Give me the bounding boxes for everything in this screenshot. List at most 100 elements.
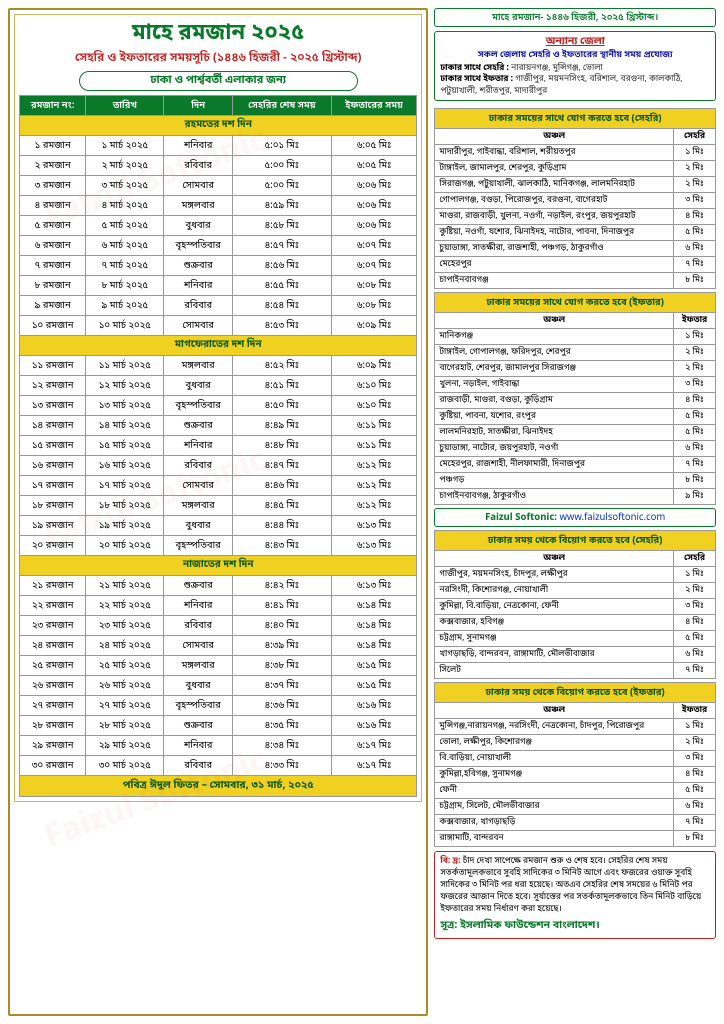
cell: শনিবার — [164, 136, 233, 156]
cell: ১৩ মার্চ ২০২৫ — [86, 396, 164, 416]
adj-row: নরসিংদী, কিশোরগঞ্জ, নোয়াখালী২ মিঃ — [435, 583, 716, 599]
adj-row: বি.বাড়িয়া, নোয়াখালী৩ মিঃ — [435, 751, 716, 767]
adj-row: চাপাইনবাবগঞ্জ৮ মিঃ — [435, 273, 716, 289]
col-header: তারিখ — [86, 96, 164, 116]
cell: ৩ রমজান — [20, 176, 86, 196]
adj-cell: ফেনী — [435, 783, 674, 799]
adj-cell: টাঙ্গাইল, জামালপুর, শেরপুর, কুড়িগ্রাম — [435, 161, 674, 177]
cell: ৬:১৪ মিঃ — [331, 596, 417, 616]
cell: শুক্রবার — [164, 716, 233, 736]
adj-cell: ৭ মিঃ — [674, 257, 716, 273]
adj-cell: ৭ মিঃ — [674, 815, 716, 831]
adj-row: মেহেরপুর, রাজশাহী, নীলফামারী, দিনাজপুর৭ … — [435, 457, 716, 473]
cell: ২৫ রমজান — [20, 656, 86, 676]
adj-cell: ৮ মিঃ — [674, 273, 716, 289]
cell: মঙ্গলবার — [164, 496, 233, 516]
table-row: ২৬ রমজান২৬ মার্চ ২০২৫বুধবার৪:৩৭ মিঃ৬:১৫ … — [20, 676, 417, 696]
adj-cell: গাজীপুর, ময়মনসিংহ, চাঁদপুর, লক্ষীপুর — [435, 567, 674, 583]
cell: ১ মার্চ ২০২৫ — [86, 136, 164, 156]
cell: ৬:০৮ মিঃ — [331, 296, 417, 316]
adj-cell: চাপাইনবাবগঞ্জ, ঠাকুরগাঁও — [435, 489, 674, 505]
cell: ২৪ রমজান — [20, 636, 86, 656]
cell: ৪ রমজান — [20, 196, 86, 216]
cell: ৪:৩৩ মিঃ — [232, 756, 331, 776]
cell: ৪:৫৫ মিঃ — [232, 276, 331, 296]
table-row: ১৪ রমজান১৪ মার্চ ২০২৫শুক্রবার৪:৪৯ মিঃ৬:১… — [20, 416, 417, 436]
cell: ২৩ মার্চ ২০২৫ — [86, 616, 164, 636]
cell: ৪:৫২ মিঃ — [232, 356, 331, 376]
adj-row: ফেনী৫ মিঃ — [435, 783, 716, 799]
table-row: ৭ রমজান৭ মার্চ ২০২৫শুক্রবার৪:৫৬ মিঃ৬:০৭ … — [20, 256, 417, 276]
cell: ৬:১৩ মিঃ — [331, 576, 417, 596]
cell: ৪:৩৯ মিঃ — [232, 636, 331, 656]
adj-row: সিরাজগঞ্জ, পটুয়াখালী, ঝালকাঠি, মানিকগঞ্… — [435, 177, 716, 193]
adj-cell: চাপাইনবাবগঞ্জ — [435, 273, 674, 289]
cell: ১১ মার্চ ২০২৫ — [86, 356, 164, 376]
cell: ৪:৩৮ মিঃ — [232, 656, 331, 676]
cell: বুধবার — [164, 376, 233, 396]
cell: বৃহস্পতিবার — [164, 236, 233, 256]
adj-cell: ৩ মিঃ — [674, 599, 716, 615]
adj-cell: নরসিংদী, কিশোরগঞ্জ, নোয়াখালী — [435, 583, 674, 599]
adj-cell: চুয়াডাঙ্গা, নাটোর, জয়পুরহাট, নওগাঁ — [435, 441, 674, 457]
cell: ৬:১৬ মিঃ — [331, 696, 417, 716]
cell: ১০ মার্চ ২০২৫ — [86, 316, 164, 336]
cell: ১ রমজান — [20, 136, 86, 156]
cell: ১৬ মার্চ ২০২৫ — [86, 456, 164, 476]
cell: ৪:৪৭ মিঃ — [232, 456, 331, 476]
cell: ৫:০০ মিঃ — [232, 156, 331, 176]
table-row: ১৫ রমজান১৫ মার্চ ২০২৫শনিবার৪:৪৮ মিঃ৬:১১ … — [20, 436, 417, 456]
cell: ৪:৫১ মিঃ — [232, 376, 331, 396]
cell: ২১ মার্চ ২০২৫ — [86, 576, 164, 596]
cell: ৪:৫৭ মিঃ — [232, 236, 331, 256]
cell: ১৫ মার্চ ২০২৫ — [86, 436, 164, 456]
table-row: ৮ রমজান৮ মার্চ ২০২৫শনিবার৪:৫৫ মিঃ৬:০৮ মি… — [20, 276, 417, 296]
cell: ৪:৫৯ মিঃ — [232, 196, 331, 216]
cell: বৃহস্পতিবার — [164, 696, 233, 716]
adj-row: কক্সবাজার, খাগড়াছড়ি৭ মিঃ — [435, 815, 716, 831]
table-row: ১২ রমজান১২ মার্চ ২০২৫বুধবার৪:৫১ মিঃ৬:১০ … — [20, 376, 417, 396]
table-row: ১৯ রমজান১৯ মার্চ ২০২৫বুধবার৪:৪৪ মিঃ৬:১৩ … — [20, 516, 417, 536]
cell: ৬:১৩ মিঃ — [331, 536, 417, 556]
cell: ১৩ রমজান — [20, 396, 86, 416]
adj-cell: ৯ মিঃ — [674, 489, 716, 505]
adj-row: গাজীপুর, ময়মনসিংহ, চাঁদপুর, লক্ষীপুর১ ম… — [435, 567, 716, 583]
table-row: ৩০ রমজান৩০ মার্চ ২০২৫রবিবার৪:৩৩ মিঃ৬:১৭ … — [20, 756, 417, 776]
table-row: ৯ রমজান৯ মার্চ ২০২৫রবিবার৪:৫৪ মিঃ৬:০৮ মি… — [20, 296, 417, 316]
adj-cell: কক্সবাজার, খাগড়াছড়ি — [435, 815, 674, 831]
cell: ২৬ রমজান — [20, 676, 86, 696]
adj-cell: ১ মিঃ — [674, 567, 716, 583]
cell: ৬:১১ মিঃ — [331, 436, 417, 456]
adj-cell: ৭ মিঃ — [674, 663, 716, 679]
cell: সোমবার — [164, 476, 233, 496]
col-header: সেহরির শেষ সময় — [232, 96, 331, 116]
adj-cell: মেহেরপুর, রাজশাহী, নীলফামারী, দিনাজপুর — [435, 457, 674, 473]
cell: শুক্রবার — [164, 576, 233, 596]
adj-row: সিলেট৭ মিঃ — [435, 663, 716, 679]
adj-header: ঢাকার সময়ের সাথে যোগ করতে হবে (সেহরি) — [435, 109, 716, 129]
cell: ৫ রমজান — [20, 216, 86, 236]
table-row: ৫ রমজান৫ মার্চ ২০২৫বুধবার৪:৫৮ মিঃ৬:০৬ মি… — [20, 216, 417, 236]
adj-row: লালমনিরহাট, সাতক্ষীরা, ঝিনাইদহ৫ মিঃ — [435, 425, 716, 441]
cell: ৬:১৬ মিঃ — [331, 716, 417, 736]
table-row: ৪ রমজান৪ মার্চ ২০২৫মঙ্গলবার৪:৫৯ মিঃ৬:০৬ … — [20, 196, 417, 216]
adj-col: অঞ্চল — [435, 313, 674, 329]
cell: ৪:৩৬ মিঃ — [232, 696, 331, 716]
adjustment-table: ঢাকার সময় থেকে বিয়োগ করতে হবে (ইফতার)অ… — [434, 682, 716, 847]
cell: ১৭ রমজান — [20, 476, 86, 496]
adj-cell: ৩ মিঃ — [674, 751, 716, 767]
table-row: ২০ রমজান২০ মার্চ ২০২৫বৃহস্পতিবার৪:৪৩ মিঃ… — [20, 536, 417, 556]
cell: ২ মার্চ ২০২৫ — [86, 156, 164, 176]
adj-cell: ৪ মিঃ — [674, 615, 716, 631]
iftar-same-line: ঢাকার সাথে ইফতার : গাজীপুর, ময়মনসিংহ, ব… — [440, 74, 710, 97]
cell: ৬:১৫ মিঃ — [331, 656, 417, 676]
adj-row: রাঙ্গামাটি, বান্দরবন৮ মিঃ — [435, 831, 716, 847]
adj-row: কক্সবাজার, হবিগঞ্জ৪ মিঃ — [435, 615, 716, 631]
cell: ৪:৪৪ মিঃ — [232, 516, 331, 536]
cell: ১২ মার্চ ২০২৫ — [86, 376, 164, 396]
adj-cell: ৭ মিঃ — [674, 457, 716, 473]
adj-row: মেহেরপুর৭ মিঃ — [435, 257, 716, 273]
cell: বুধবার — [164, 216, 233, 236]
adj-cell: বাগেরহাট, শেরপুর, জামালপুর সিরাজগঞ্জ — [435, 361, 674, 377]
cell: ৯ রমজান — [20, 296, 86, 316]
